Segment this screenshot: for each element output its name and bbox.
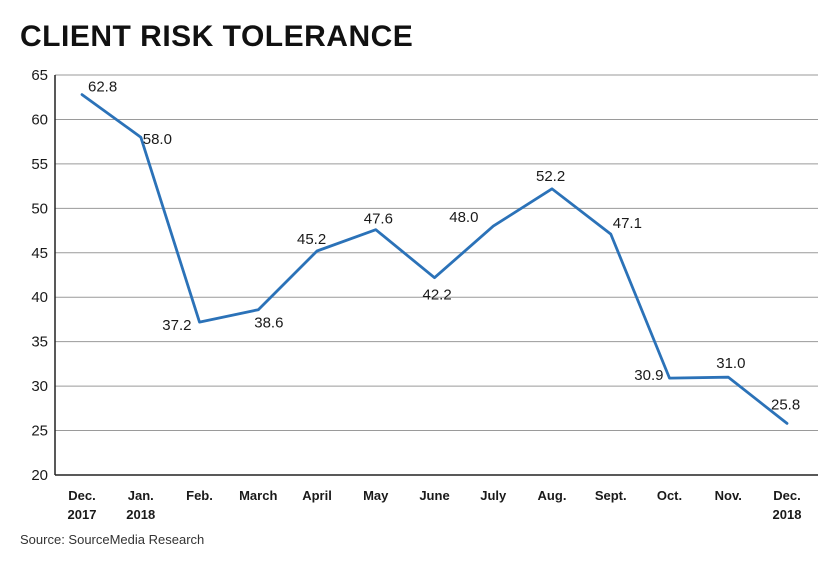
y-tick-label: 35 <box>31 334 48 351</box>
source-note: Source: SourceMedia Research <box>20 532 205 547</box>
data-labels: 62.8 58.0 37.2 38.6 45.2 47.6 42.2 48.0 52.2 47.1… <box>88 79 800 414</box>
data-label: 38.6 <box>254 315 283 332</box>
y-tick-label: 45 <box>31 245 48 262</box>
gridlines <box>54 74 818 476</box>
x-tick-label: July <box>480 488 507 503</box>
x-tick-label: Aug. <box>538 488 567 503</box>
data-label: 25.8 <box>771 396 800 413</box>
x-tick-label: Jan. 2018 <box>126 488 155 522</box>
x-tick-label: April <box>302 488 332 503</box>
x-tick-label: Sept. <box>595 488 627 503</box>
y-tick-label: 65 <box>31 67 48 84</box>
x-axis-ticks: Dec. 2017 Jan. 2018 Feb. March April May June Jul… <box>68 488 802 522</box>
x-tick-label: Dec. 2018 <box>773 488 802 522</box>
data-label: 30.9 <box>634 367 663 384</box>
data-label: 62.8 <box>88 79 117 96</box>
y-tick-label: 25 <box>31 423 48 440</box>
y-tick-label: 55 <box>31 156 48 173</box>
x-tick-label: Nov. <box>715 488 742 503</box>
x-tick-label: March <box>239 488 277 503</box>
y-axis-ticks: 20 25 30 35 40 45 50 55 60 65 <box>31 67 48 484</box>
data-label: 45.2 <box>297 231 326 248</box>
data-label: 37.2 <box>162 317 191 334</box>
data-label: 47.1 <box>613 215 642 232</box>
y-tick-label: 20 <box>31 467 48 484</box>
data-label: 47.6 <box>364 211 393 228</box>
y-tick-label: 50 <box>31 200 48 217</box>
data-label: 52.2 <box>536 168 565 185</box>
x-tick-label: June <box>419 488 449 503</box>
data-label: 58.0 <box>143 131 172 148</box>
x-tick-label: Dec. 2017 <box>68 488 97 522</box>
y-tick-label: 40 <box>31 289 48 306</box>
y-tick-label: 60 <box>31 111 48 128</box>
data-label: 42.2 <box>423 287 452 304</box>
data-label: 48.0 <box>449 209 478 226</box>
x-tick-label: May <box>363 488 389 503</box>
chart-title: CLIENT RISK TOLERANCE <box>20 20 414 53</box>
series-line-group <box>80 93 789 425</box>
x-tick-label: Oct. <box>657 488 682 503</box>
data-label: 31.0 <box>716 355 745 372</box>
series-line <box>80 93 789 425</box>
y-tick-label: 30 <box>31 378 48 395</box>
x-tick-label: Feb. <box>186 488 213 503</box>
